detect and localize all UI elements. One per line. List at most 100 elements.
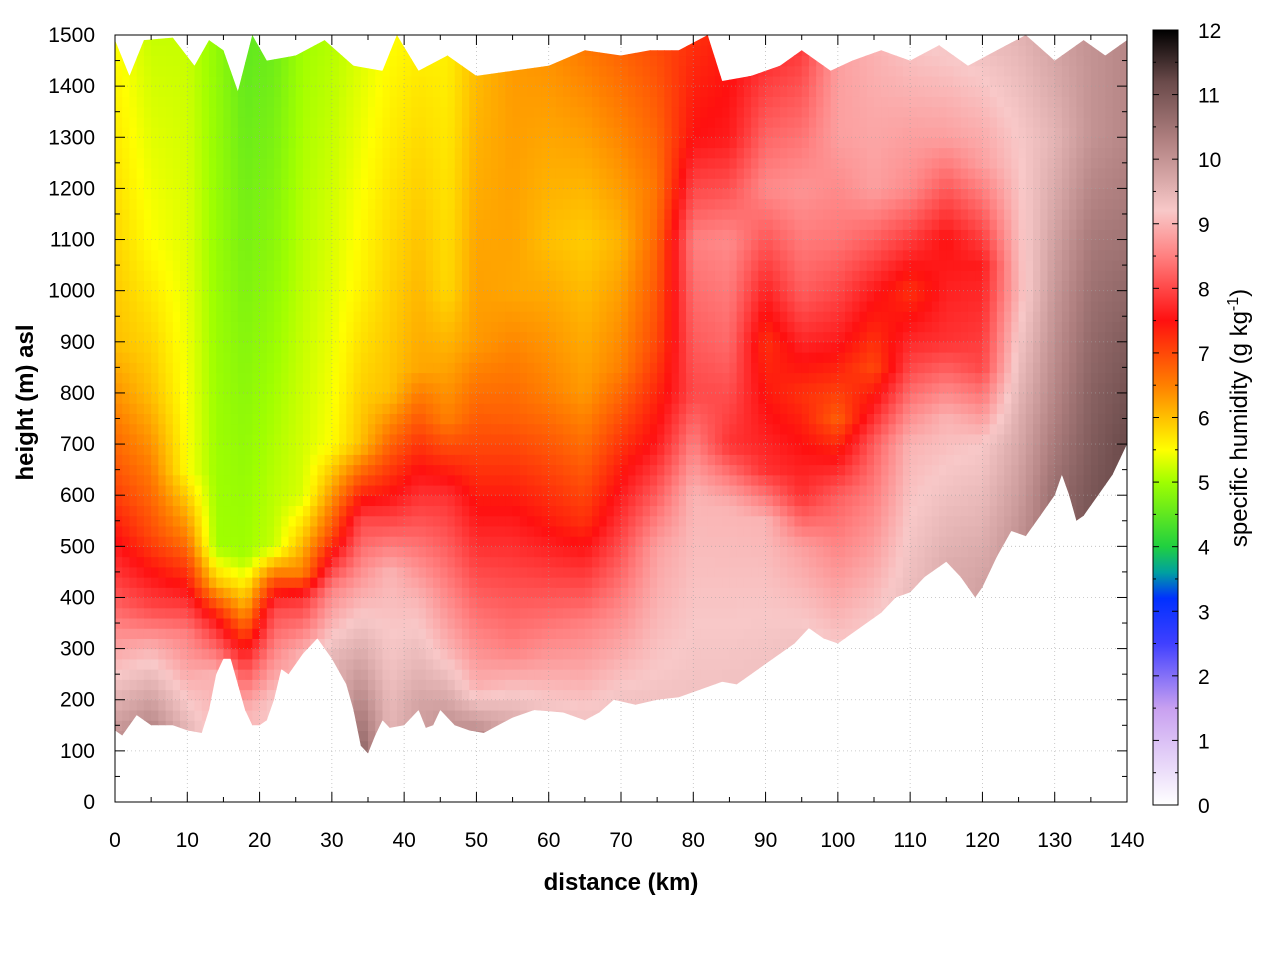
heatmap-cell (461, 689, 470, 701)
heatmap-cell (223, 536, 232, 547)
heatmap-cell (288, 35, 297, 46)
heatmap-cell (476, 127, 485, 138)
heatmap-cell (252, 116, 261, 128)
heatmap-cell (512, 96, 521, 108)
heatmap-cell (490, 311, 499, 322)
heatmap-cell (296, 771, 304, 782)
heatmap-cell (353, 341, 362, 353)
heatmap-cell (527, 403, 535, 414)
heatmap-cell (505, 147, 514, 159)
heatmap-cell (389, 689, 398, 701)
heatmap-cell (302, 730, 311, 742)
heatmap-cell (425, 720, 434, 732)
heatmap-cell (143, 454, 152, 466)
heatmap-cell (165, 331, 174, 343)
heatmap-cell (570, 720, 579, 732)
heatmap-cell (281, 761, 289, 772)
heatmap-cell (165, 495, 174, 507)
heatmap-cell (324, 382, 333, 394)
heatmap-cell (461, 679, 470, 691)
heatmap-cell (310, 433, 318, 445)
heatmap-cell (136, 127, 145, 138)
heatmap-cell (172, 382, 181, 394)
heatmap-cell (266, 587, 275, 599)
heatmap-cell (331, 198, 340, 210)
heatmap-cell (230, 55, 239, 67)
heatmap-cell (122, 321, 131, 333)
heatmap-cell (223, 792, 231, 803)
heatmap-cell (360, 597, 369, 609)
heatmap-cell (195, 782, 203, 793)
heatmap-cell (281, 423, 290, 435)
heatmap-cell (548, 239, 557, 251)
heatmap-cell (527, 792, 535, 803)
heatmap-cell (360, 648, 369, 660)
heatmap-cell (368, 392, 376, 404)
heatmap-cell (288, 525, 297, 537)
heatmap-cell (310, 730, 318, 742)
heatmap-cell (512, 382, 521, 394)
heatmap-cell (469, 65, 478, 77)
heatmap-cell (461, 607, 470, 619)
heatmap-cell (266, 188, 275, 200)
heatmap-cell (433, 546, 441, 558)
heatmap-cell (490, 577, 499, 588)
heatmap-cell (230, 65, 239, 77)
heatmap-cell (274, 219, 282, 230)
heatmap-cell (433, 45, 441, 57)
heatmap-cell (172, 362, 181, 374)
heatmap-cell (158, 321, 167, 333)
heatmap-cell (577, 525, 586, 537)
heatmap-cell (555, 382, 564, 394)
heatmap-cell (274, 669, 282, 680)
heatmap-cell (115, 127, 123, 138)
heatmap-cell (541, 352, 550, 363)
heatmap-cell (324, 341, 333, 353)
heatmap-cell (411, 699, 420, 711)
heatmap-cell (498, 658, 506, 670)
heatmap-cell (223, 372, 232, 384)
heatmap-cell (346, 75, 355, 87)
heatmap-cell (158, 280, 167, 292)
heatmap-cell (194, 362, 203, 374)
heatmap-cell (476, 413, 485, 425)
heatmap-cell (187, 679, 196, 691)
heatmap-cell (201, 311, 210, 322)
heatmap-cell (115, 270, 123, 282)
heatmap-cell (491, 792, 499, 803)
heatmap-cell (404, 259, 412, 271)
heatmap-cell (555, 106, 564, 118)
heatmap-cell (498, 587, 506, 599)
heatmap-cell (302, 392, 311, 404)
heatmap-cell (136, 341, 145, 353)
heatmap-cell (418, 341, 427, 353)
heatmap-cell (288, 147, 297, 159)
heatmap-cell (360, 628, 369, 639)
heatmap-cell (396, 208, 405, 220)
heatmap-cell (389, 679, 398, 691)
heatmap-cell (122, 35, 131, 46)
heatmap-cell (295, 525, 304, 537)
heatmap-cell (548, 259, 557, 271)
heatmap-cell (454, 720, 463, 732)
heatmap-cell (223, 352, 232, 363)
heatmap-cell (425, 331, 434, 343)
heatmap-cell (122, 239, 131, 251)
heatmap-cell (498, 484, 506, 496)
heatmap-cell (317, 525, 326, 537)
heatmap-cell (375, 157, 384, 169)
heatmap-cell (129, 198, 138, 210)
heatmap-cell (584, 259, 593, 271)
heatmap-cell (122, 577, 131, 588)
heatmap-cell (570, 515, 579, 527)
heatmap-cell (201, 239, 210, 251)
heatmap-cell (368, 546, 376, 558)
heatmap-cell (180, 750, 188, 754)
heatmap-cell (519, 352, 528, 363)
heatmap-cell (194, 546, 203, 558)
heatmap-cell (136, 556, 145, 568)
heatmap-cell (201, 106, 210, 118)
heatmap-cell (115, 679, 123, 691)
heatmap-cell (346, 331, 355, 343)
heatmap-cell (498, 648, 506, 660)
